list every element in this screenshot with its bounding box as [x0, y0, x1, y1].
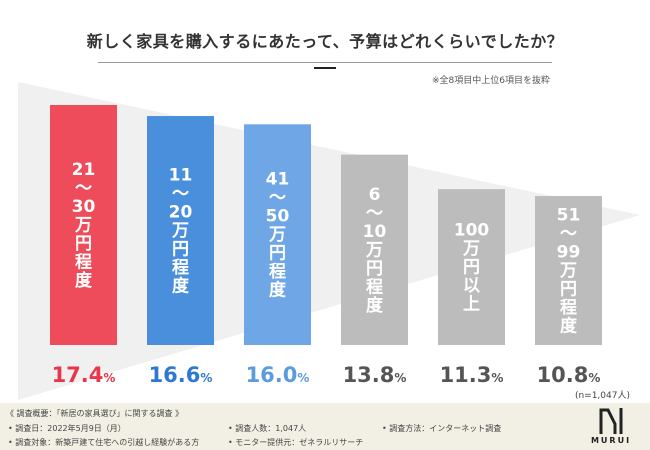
- title-accent-mark: [314, 67, 336, 69]
- bar-2: [147, 116, 214, 345]
- value-label-5: 11.3%: [440, 363, 504, 387]
- bar-6: [535, 196, 602, 345]
- logo-mark-icon: [599, 408, 623, 434]
- title-underline: [98, 62, 552, 63]
- bar-4: [341, 154, 408, 345]
- bar-label-group: 21 〜 30 万円程度 11 〜 20 万円程度 41 〜 50 万円程度 6 〜 10 万円程度 100 万円…: [72, 160, 581, 337]
- value-label-2: 16.6%: [149, 363, 213, 387]
- survey-monitor: • モニター提供元：ゼネラルリサーチ: [228, 438, 364, 447]
- brand-logo: MURUI: [588, 406, 634, 448]
- survey-footer: 《 調査概要：「新居の家具選び」に関する調査 》 • 調査日：2022年5月9日…: [0, 403, 650, 450]
- survey-date: • 調査日：2022年5月9日（月）: [8, 424, 126, 433]
- bar-label-5: 100 万円以上: [454, 221, 490, 315]
- chart-title: 新しく家具を購入するにあたって、予算はどれくらいでしたか？: [86, 32, 564, 51]
- value-label-3: 16.0%: [246, 363, 310, 387]
- survey-heading: 《 調査概要：「新居の家具選び」に関する調査 》: [6, 409, 184, 418]
- value-label-1: 17.4%: [52, 363, 116, 387]
- value-label-group: 17.4% 16.6% 16.0% 13.8% 11.3% 10.8%: [52, 363, 601, 387]
- survey-count: • 調査人数：1,047人: [228, 424, 307, 433]
- bar-5: [438, 189, 505, 345]
- survey-method: • 調査方法：インターネット調査: [382, 424, 502, 433]
- value-label-6: 10.8%: [537, 363, 601, 387]
- bar-label-3: 41 〜 50 万円程度: [266, 170, 290, 301]
- selection-note: ※全8項目中上位6項目を抜粋: [432, 76, 550, 86]
- bar-3: [244, 124, 311, 345]
- bar-label-4: 6 〜 10 万円程度: [363, 185, 387, 316]
- bar-label-2: 11 〜 20 万円程度: [169, 166, 193, 297]
- bar-label-1: 21 〜 30 万円程度: [72, 160, 96, 291]
- logo-text: MURUI: [590, 436, 632, 445]
- sample-size: (n=1,047人): [574, 391, 630, 401]
- survey-target: • 調査対象：新築戸建て住宅への引越し経験がある方: [8, 438, 200, 447]
- bar-group: [50, 105, 602, 345]
- bar-label-6: 51 〜 99 万円程度: [557, 206, 581, 337]
- value-label-4: 13.8%: [343, 363, 407, 387]
- bar-1: [50, 105, 117, 345]
